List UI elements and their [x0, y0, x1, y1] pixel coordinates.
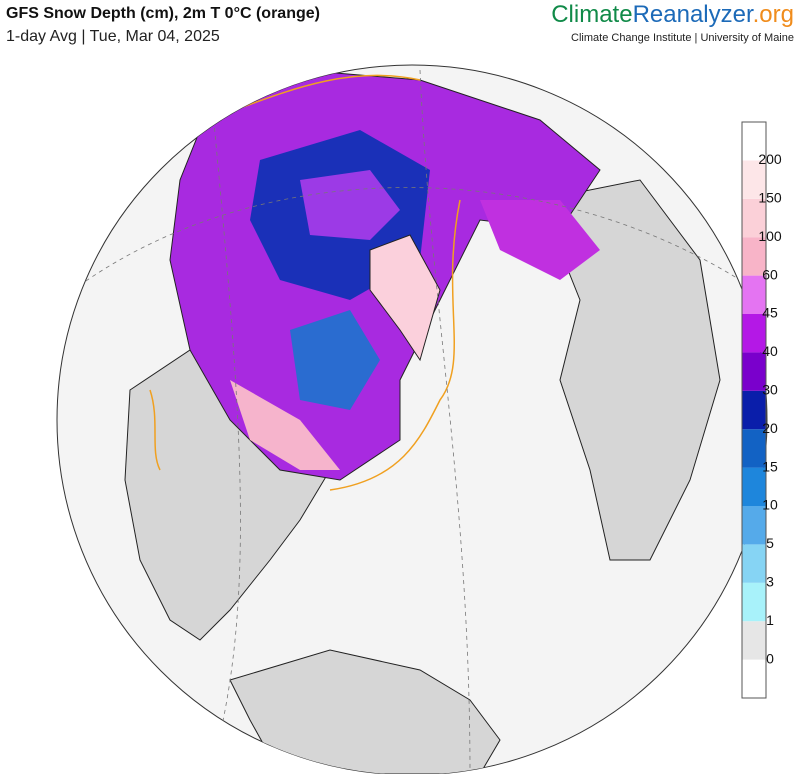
legend-label: 30 — [762, 382, 778, 398]
legend-label: 150 — [758, 190, 782, 206]
globe — [56, 64, 768, 774]
legend: 0 1 3 5 10 15 20 30 40 45 60 100 150 200 — [741, 121, 782, 699]
legend-swatch — [742, 582, 766, 622]
legend-swatch — [742, 544, 766, 583]
legend-label: 60 — [762, 266, 778, 282]
tagline: Climate Change Institute | University of… — [571, 32, 794, 44]
brand-part: Climate — [551, 1, 632, 28]
brand-part: .org — [753, 1, 794, 28]
legend-swatch — [742, 314, 766, 353]
legend-swatch — [742, 122, 766, 161]
legend-label: 100 — [758, 228, 782, 244]
legend-swatch — [742, 429, 766, 468]
legend-label: 5 — [766, 535, 774, 551]
legend-swatch — [742, 160, 766, 199]
legend-label: 200 — [758, 151, 782, 167]
legend-label: 3 — [766, 574, 774, 590]
legend-swatch — [742, 659, 766, 698]
legend-label: 40 — [762, 343, 778, 359]
legend-label: 20 — [762, 420, 778, 436]
brand-part: Reanalyzer — [633, 1, 754, 28]
legend-swatch — [742, 506, 766, 545]
subtitle: 1-day Avg | Tue, Mar 04, 2025 — [6, 28, 220, 45]
legend-swatch — [742, 198, 766, 238]
title: GFS Snow Depth (cm), 2m T 0°C (orange) — [6, 5, 320, 22]
legend-label: 1 — [766, 612, 774, 628]
legend-label: 15 — [762, 458, 778, 474]
legend-swatch — [742, 467, 766, 506]
legend-label: 10 — [762, 497, 778, 513]
legend-frame — [741, 121, 767, 699]
legend-swatch — [742, 237, 766, 276]
legend-swatch — [742, 621, 766, 660]
legend-swatch — [742, 390, 766, 430]
legend-label: 45 — [762, 305, 778, 321]
legend-label: 0 — [766, 650, 774, 666]
brand: ClimateReanalyzer.org — [551, 1, 794, 28]
legend-swatch — [742, 352, 766, 391]
legend-swatch — [742, 275, 766, 314]
